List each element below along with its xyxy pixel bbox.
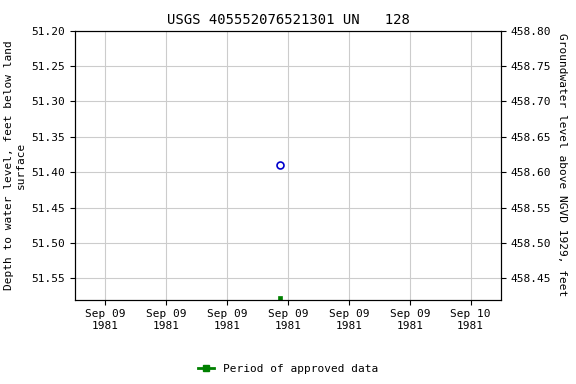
Y-axis label: Groundwater level above NGVD 1929, feet: Groundwater level above NGVD 1929, feet — [557, 33, 567, 297]
Legend: Period of approved data: Period of approved data — [193, 359, 383, 379]
Title: USGS 405552076521301 UN   128: USGS 405552076521301 UN 128 — [166, 13, 410, 27]
Y-axis label: Depth to water level, feet below land
surface: Depth to water level, feet below land su… — [4, 40, 26, 290]
